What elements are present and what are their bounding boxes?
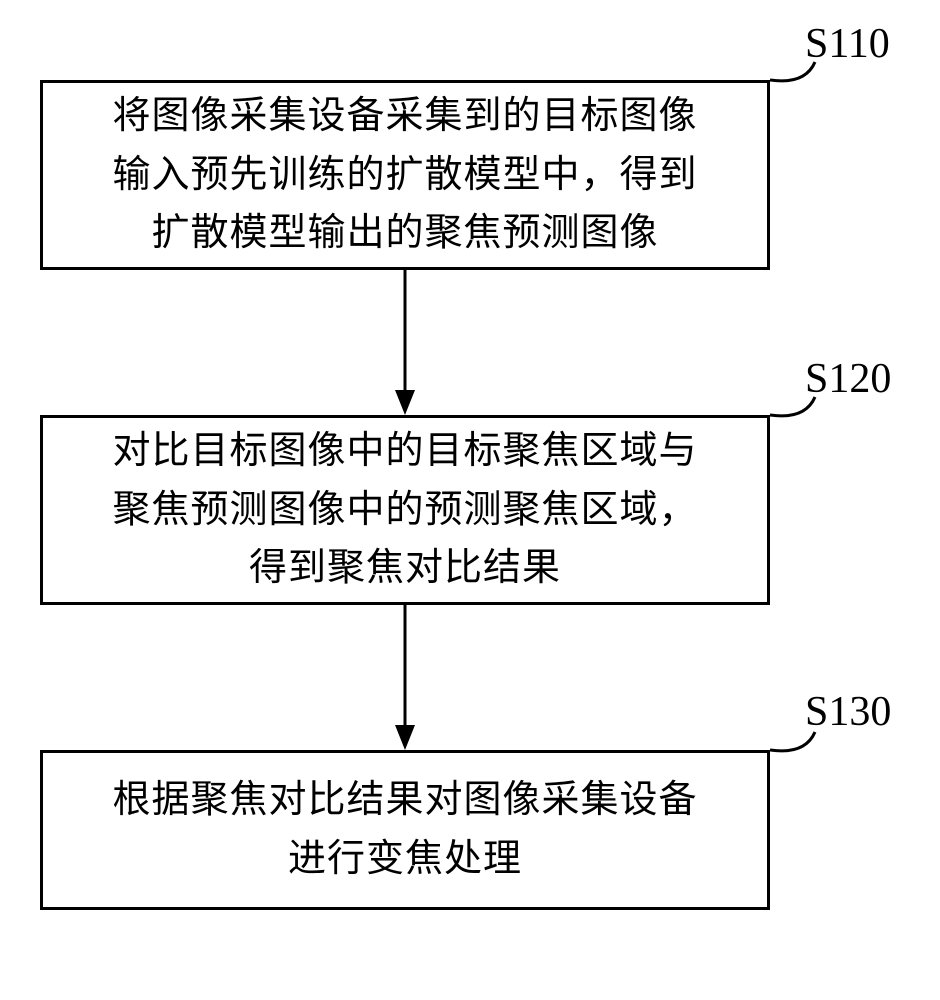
- step-text-s120: 对比目标图像中的目标聚焦区域与 聚焦预测图像中的预测聚焦区域， 得到聚焦对比结果: [92, 412, 717, 609]
- arrow-s120-s130: [390, 605, 420, 750]
- step-label-s130: S130: [805, 688, 891, 736]
- step-text-s130: 根据聚焦对比结果对图像采集设备 进行变焦处理: [92, 761, 717, 899]
- step-label-s110: S110: [805, 20, 890, 68]
- arrow-s110-s120: [390, 270, 420, 415]
- flowchart-canvas: 将图像采集设备采集到的目标图像 输入预先训练的扩散模型中，得到 扩散模型输出的聚…: [0, 0, 940, 1000]
- step-box-s120: 对比目标图像中的目标聚焦区域与 聚焦预测图像中的预测聚焦区域， 得到聚焦对比结果: [40, 415, 770, 605]
- step-text-s110: 将图像采集设备采集到的目标图像 输入预先训练的扩散模型中，得到 扩散模型输出的聚…: [92, 77, 717, 274]
- step-label-s120: S120: [805, 355, 891, 403]
- step-box-s110: 将图像采集设备采集到的目标图像 输入预先训练的扩散模型中，得到 扩散模型输出的聚…: [40, 80, 770, 270]
- step-box-s130: 根据聚焦对比结果对图像采集设备 进行变焦处理: [40, 750, 770, 910]
